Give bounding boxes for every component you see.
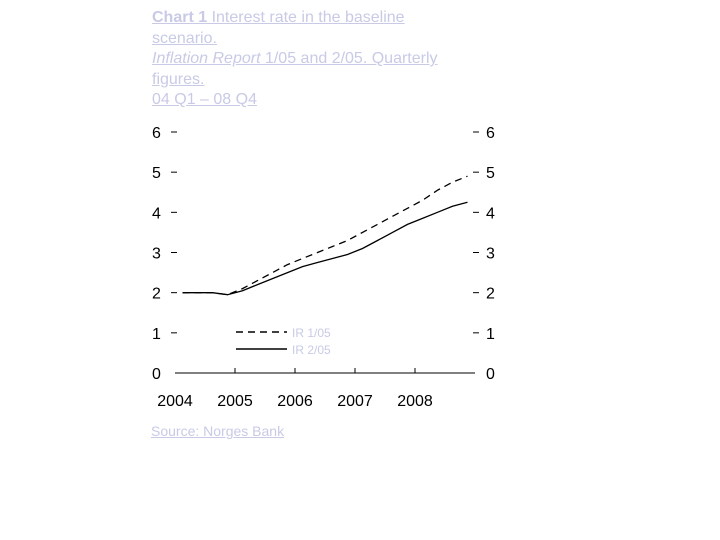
chart-subtitle-italic: Inflation Report: [152, 50, 261, 67]
x-tick-label: 2004: [157, 393, 193, 410]
chart-subtitle-line-1: Inflation Report 1/05 and 2/05. Quarterl…: [152, 49, 492, 70]
tick-labels: 0 0 1 1 2 2 3 3 4 4 5 5 6 6 2004 2005 2006 2007 2008: [152, 125, 495, 410]
source-note: Source: Norges Bank: [151, 423, 285, 439]
y-tick-label-right: 5: [486, 165, 495, 182]
axes: [171, 131, 479, 374]
y-tick-label-left: 2: [152, 286, 161, 303]
y-tick-label-right: 2: [486, 286, 495, 303]
y-tick-label-right: 0: [486, 366, 495, 383]
y-tick-label-left: 0: [152, 366, 161, 383]
series-line-ir-1-05: [182, 175, 468, 296]
legend-label: IR 1/05: [292, 326, 331, 340]
x-tick-label: 2008: [397, 393, 433, 410]
y-tick-label-right: 6: [486, 125, 495, 142]
series-line-ir-2-05: [182, 201, 468, 296]
y-tick-label-left: 6: [152, 125, 161, 142]
x-tick-label: 2006: [277, 393, 313, 410]
y-tick-label-right: 1: [486, 326, 495, 343]
chart-period: 04 Q1 – 08 Q4: [152, 91, 257, 108]
y-tick-label-left: 4: [152, 205, 161, 222]
chart-title-line-2: scenario.: [152, 29, 217, 47]
chart-title-text: Interest rate in the baseline: [207, 9, 405, 26]
chart-title-line-1: Chart 1 Interest rate in the baseline: [152, 8, 492, 29]
chart-subtitle-line-2: figures.: [152, 70, 205, 88]
chart-subtitle-text: 1/05 and 2/05. Quarterly: [260, 50, 438, 67]
series-lines: [182, 175, 468, 296]
y-tick-label-left: 5: [152, 165, 161, 182]
legend-label: IR 2/05: [292, 343, 331, 357]
chart-number: Chart 1: [152, 9, 208, 26]
y-tick-label-left: 3: [152, 246, 161, 263]
legend: IR 1/05 IR 2/05: [236, 326, 331, 357]
x-tick-label: 2005: [217, 393, 253, 410]
y-tick-label-right: 4: [486, 205, 495, 222]
chart-header: Chart 1 Interest rate in the baseline sc…: [152, 8, 492, 111]
x-tick-label: 2007: [337, 393, 373, 410]
y-tick-label-right: 3: [486, 246, 495, 263]
y-tick-label-left: 1: [152, 326, 161, 343]
